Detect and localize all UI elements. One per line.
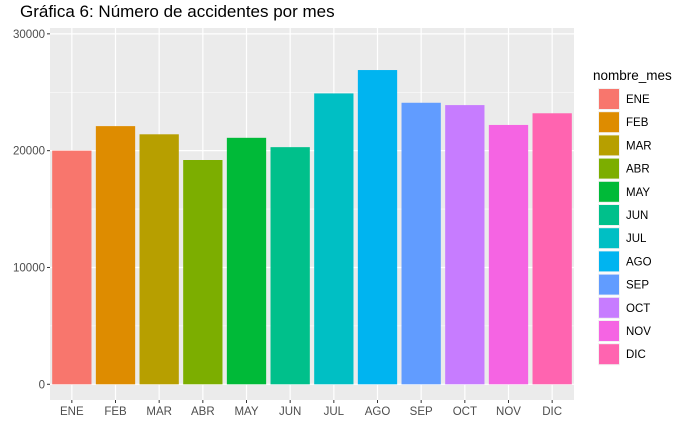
bar-ene xyxy=(52,150,92,385)
bar-dic xyxy=(532,113,572,385)
legend-label-sep: SEP xyxy=(626,280,649,292)
legend-label-abr: ABR xyxy=(626,164,650,176)
legend-swatch-may xyxy=(599,181,619,202)
y-tick-label: 20000 xyxy=(13,146,45,158)
legend-swatch-ene xyxy=(599,89,619,109)
x-tick-label: MAR xyxy=(146,406,172,418)
y-axis: 0 10000 20000 30000 xyxy=(13,29,50,391)
bar-feb xyxy=(95,126,136,385)
legend-title: nombre_mes xyxy=(593,68,672,83)
bar-jun xyxy=(270,147,310,385)
x-tick-label: ABR xyxy=(191,406,215,418)
x-tick-label: FEB xyxy=(104,406,127,418)
bar-may xyxy=(226,137,267,385)
legend-label-ago: AGO xyxy=(626,256,652,268)
legend-swatch-feb xyxy=(599,112,619,133)
y-tick-label: 30000 xyxy=(13,29,45,41)
x-tick-label: SEP xyxy=(410,406,433,418)
legend-swatch-sep xyxy=(599,274,619,295)
legend: nombre_mes ENE FEB MAR ABR MAY JUN JUL AGO SEP OC… xyxy=(593,68,672,366)
legend-label-oct: OCT xyxy=(626,303,650,315)
y-tick-label: 10000 xyxy=(13,262,45,274)
x-tick-label: NOV xyxy=(496,406,521,418)
bar-oct xyxy=(445,105,485,385)
legend-swatch-ago xyxy=(599,251,619,272)
x-axis: ENE FEB MAR ABR MAY JUN JUL AGO SEP OCT NOV DIC xyxy=(60,400,562,418)
legend-swatch-oct xyxy=(599,297,619,318)
legend-label-jun: JUN xyxy=(626,210,648,222)
legend-label-ene: ENE xyxy=(626,94,650,106)
x-tick-label: JUL xyxy=(324,406,345,418)
bar-abr xyxy=(183,160,223,385)
bar-jul xyxy=(314,93,354,385)
bar-mar xyxy=(139,134,179,385)
x-tick-label: JUN xyxy=(279,406,301,418)
x-tick-label: OCT xyxy=(453,406,477,418)
bar-nov xyxy=(488,124,529,385)
legend-swatch-nov xyxy=(599,321,619,341)
x-tick-label: DIC xyxy=(542,406,562,418)
legend-swatch-jun xyxy=(599,205,619,225)
x-tick-label: ENE xyxy=(60,406,84,418)
y-tick-label: 0 xyxy=(39,379,45,391)
legend-label-mar: MAR xyxy=(626,140,652,152)
legend-label-jul: JUL xyxy=(626,233,647,245)
x-tick-label: MAY xyxy=(234,406,258,418)
legend-label-nov: NOV xyxy=(626,326,651,338)
legend-label-dic: DIC xyxy=(626,349,646,361)
x-tick-label: AGO xyxy=(365,406,391,418)
panel-background xyxy=(50,28,574,400)
chart-title: Gráfica 6: Número de accidentes por mes xyxy=(20,2,335,21)
legend-label-may: MAY xyxy=(626,187,650,199)
legend-swatch-abr xyxy=(599,158,619,179)
bar-sep xyxy=(401,102,441,385)
legend-swatch-mar xyxy=(599,135,619,156)
plot-panel xyxy=(50,28,574,400)
legend-swatch-jul xyxy=(599,228,619,249)
bar-ago xyxy=(357,70,398,385)
legend-swatch-dic xyxy=(599,344,619,365)
legend-label-feb: FEB xyxy=(626,117,649,129)
